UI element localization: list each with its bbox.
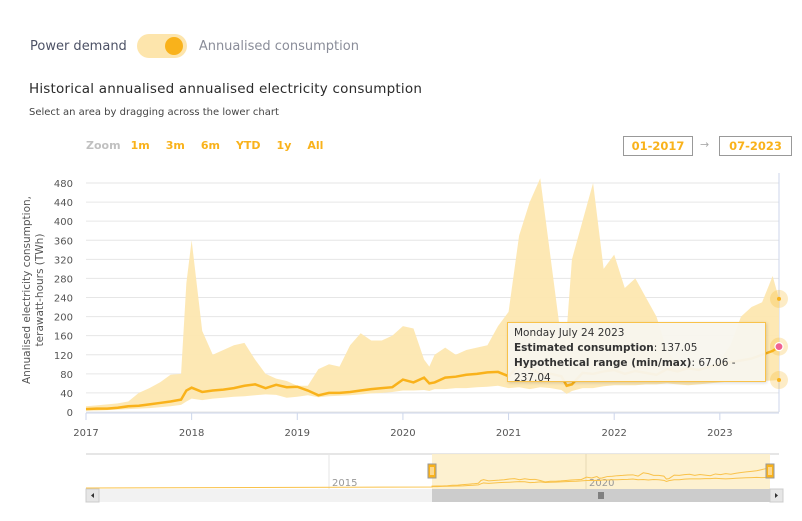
range-button-1m[interactable]: 1m bbox=[130, 139, 150, 152]
power-consumption-switch[interactable] bbox=[136, 34, 187, 58]
x-tick-label: 2018 bbox=[179, 428, 204, 439]
x-tick-label: 2021 bbox=[496, 428, 521, 439]
estimate-marker bbox=[774, 342, 784, 352]
navigator-handle-left[interactable] bbox=[427, 463, 437, 479]
range-button-all[interactable]: All bbox=[307, 139, 324, 152]
y-axis-title-line1: Annualised electricity consumption,teraw… bbox=[21, 196, 46, 384]
navigator-tick-label: 2015 bbox=[332, 478, 357, 489]
range-button-3m[interactable]: 3m bbox=[165, 139, 185, 152]
chart-subtitle: Select an area by dragging across the lo… bbox=[29, 107, 279, 118]
range-selector: Zoom 1m 3m 6m YTD 1y All bbox=[86, 139, 339, 152]
tooltip: Monday July 24 2023 Estimated consumptio… bbox=[507, 322, 766, 384]
navigator-handle-right[interactable] bbox=[765, 463, 775, 479]
y-tick-label: 400 bbox=[54, 217, 73, 228]
navigator-estimate-line bbox=[85, 466, 771, 489]
min-marker bbox=[777, 378, 781, 383]
navigator-min-line bbox=[431, 476, 771, 488]
tooltip-range: Hypothetical range (min/max): 67.06 - 23… bbox=[514, 357, 736, 384]
tooltip-range-value: 67.06 - 237.04 bbox=[514, 357, 736, 384]
toggle-label-power-demand[interactable]: Power demand bbox=[30, 38, 127, 54]
y-tick-label: 360 bbox=[54, 236, 73, 247]
y-tick-label: 200 bbox=[54, 313, 73, 324]
tooltip-estimate: Estimated consumption: 137.05 bbox=[514, 342, 698, 354]
x-tick-label: 2023 bbox=[707, 428, 732, 439]
y-tick-label: 440 bbox=[54, 198, 73, 209]
y-tick-label: 0 bbox=[67, 408, 73, 419]
x-tick-label: 2017 bbox=[73, 428, 98, 439]
switch-knob bbox=[164, 37, 183, 55]
x-tick-label: 2020 bbox=[390, 428, 415, 439]
tooltip-estimate-label: Estimated consumption bbox=[514, 342, 654, 354]
date-to-input[interactable]: 07-2023 bbox=[719, 136, 792, 156]
range-button-6m[interactable]: 6m bbox=[200, 139, 220, 152]
tooltip-estimate-value: 137.05 bbox=[660, 342, 698, 354]
tooltip-range-label: Hypothetical range (min/max) bbox=[514, 357, 692, 369]
date-arrow: → bbox=[700, 138, 710, 151]
y-tick-label: 160 bbox=[54, 332, 73, 343]
zoom-label: Zoom bbox=[86, 139, 121, 152]
arrow-left-icon bbox=[91, 493, 94, 498]
tooltip-date: Monday July 24 2023 bbox=[514, 327, 625, 339]
y-tick-label: 320 bbox=[54, 255, 73, 266]
y-axis-title-part: terawatt-hours (TWh) bbox=[34, 234, 46, 347]
max-marker bbox=[777, 296, 781, 301]
x-tick-label: 2019 bbox=[285, 428, 310, 439]
range-button-ytd[interactable]: YTD bbox=[235, 139, 261, 152]
y-tick-label: 240 bbox=[54, 294, 73, 305]
arrow-right-icon bbox=[775, 493, 778, 498]
chart-title: Historical annualised annualised electri… bbox=[29, 81, 423, 97]
y-tick-label: 280 bbox=[54, 274, 73, 285]
y-tick-label: 40 bbox=[60, 389, 73, 400]
x-tick-label: 2022 bbox=[601, 428, 626, 439]
view-toggle: Power demand Annualised consumption bbox=[30, 34, 359, 58]
toggle-label-annualised[interactable]: Annualised consumption bbox=[198, 38, 359, 54]
y-tick-label: 80 bbox=[60, 370, 73, 381]
y-tick-label: 480 bbox=[54, 179, 73, 190]
navigator-tick-label: 2020 bbox=[589, 478, 614, 489]
date-from-input[interactable]: 01-2017 bbox=[623, 136, 693, 156]
range-button-1y[interactable]: 1y bbox=[276, 139, 292, 152]
y-axis-title-part: Annualised electricity consumption, bbox=[21, 196, 33, 384]
y-tick-label: 120 bbox=[54, 351, 73, 362]
